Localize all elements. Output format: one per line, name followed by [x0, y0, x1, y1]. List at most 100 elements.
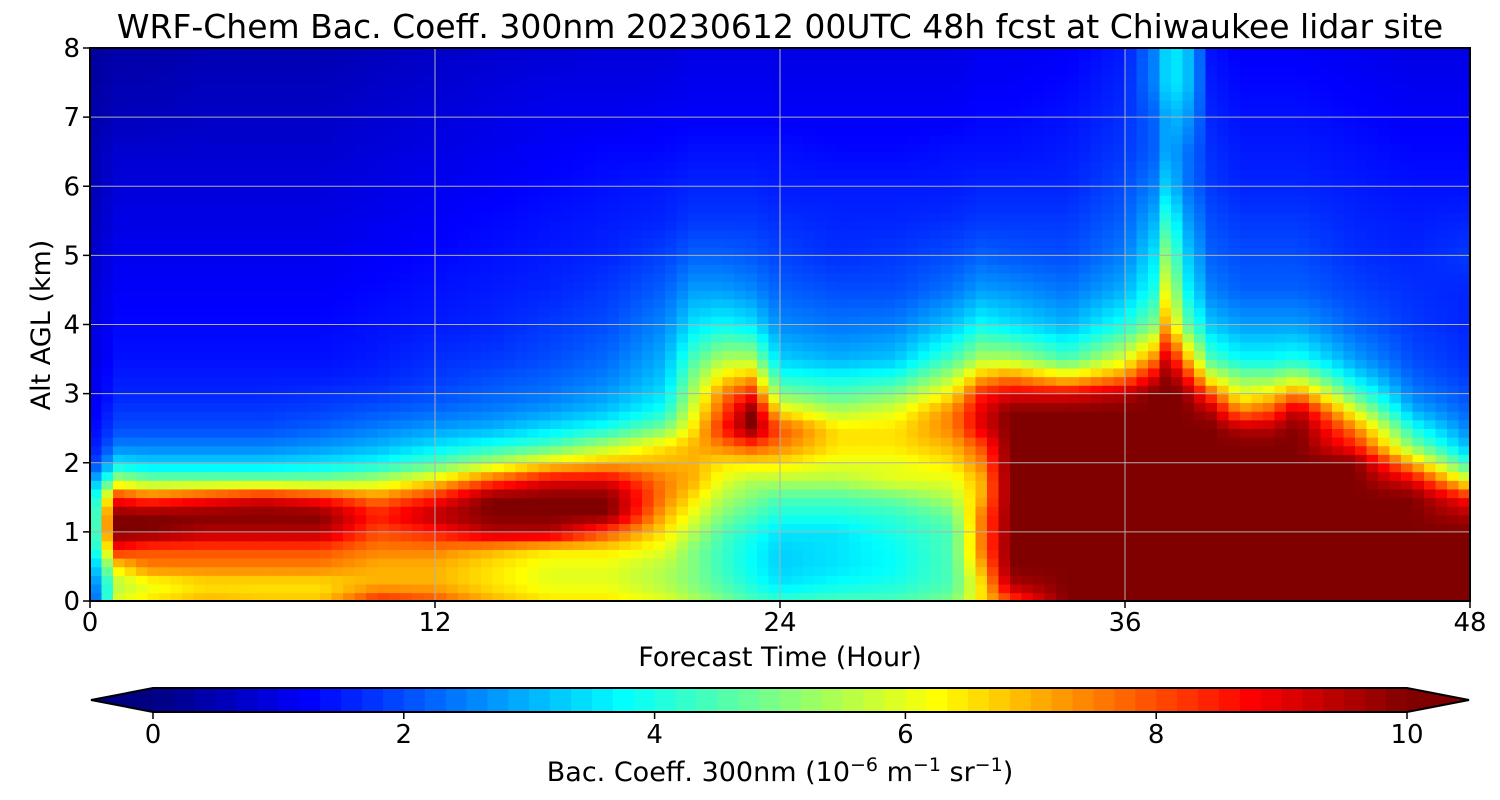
heatmap-cell [780, 289, 793, 300]
heatmap-cell [1378, 428, 1391, 438]
heatmap-cell [1240, 393, 1253, 404]
heatmap-cell [826, 376, 839, 386]
heatmap-cell [1251, 315, 1264, 326]
heatmap-cell [113, 238, 126, 248]
heatmap-cell [918, 540, 931, 550]
heatmap-cell [435, 505, 448, 516]
heatmap-cell [1309, 480, 1322, 490]
heatmap-cell [584, 315, 597, 326]
heatmap-cell [1274, 428, 1287, 438]
heatmap-cell [987, 523, 1000, 533]
heatmap-cell [1389, 341, 1402, 352]
heatmap-cell [377, 333, 390, 343]
heatmap-cell [952, 549, 965, 559]
heatmap-cell [343, 566, 356, 576]
heatmap-cell [446, 454, 459, 464]
heatmap-cell [1033, 445, 1046, 455]
heatmap-cell [1090, 333, 1103, 343]
heatmap-cell [308, 359, 321, 369]
heatmap-cell [308, 592, 321, 601]
heatmap-cell [1366, 281, 1379, 291]
heatmap-cell [1217, 246, 1230, 257]
heatmap-cell [895, 246, 908, 257]
heatmap-cell [837, 505, 850, 516]
heatmap-cell [941, 384, 954, 395]
heatmap-cell [90, 410, 103, 421]
heatmap-cell [1251, 583, 1264, 594]
heatmap-cell [343, 281, 356, 291]
heatmap-cell [538, 549, 551, 559]
heatmap-cell [642, 454, 655, 464]
heatmap-cell [274, 384, 287, 395]
heatmap-cell [124, 341, 137, 352]
heatmap-cell [550, 410, 563, 421]
heatmap-cell [1182, 531, 1195, 542]
heatmap-cell [872, 445, 885, 455]
heatmap-cells [90, 48, 1470, 601]
heatmap-cell [1274, 384, 1287, 395]
heatmap-cell [676, 436, 689, 447]
heatmap-cell [1079, 480, 1092, 490]
heatmap-cell [1044, 255, 1057, 265]
heatmap-cell [906, 462, 919, 473]
heatmap-cell [1102, 445, 1115, 455]
heatmap-cell [400, 367, 413, 378]
heatmap-cell [561, 436, 574, 447]
heatmap-cell [1251, 324, 1264, 334]
heatmap-cell [573, 272, 586, 283]
heatmap-cell [1067, 255, 1080, 265]
heatmap-cell [1263, 471, 1276, 481]
heatmap-cell [331, 471, 344, 481]
heatmap-cell [193, 549, 206, 559]
heatmap-cell [561, 255, 574, 265]
heatmap-cell [458, 583, 471, 594]
heatmap-cell [1194, 557, 1207, 568]
heatmap-cell [596, 505, 609, 516]
heatmap-cell [538, 514, 551, 525]
heatmap-cell [262, 497, 275, 507]
heatmap-cell [550, 505, 563, 516]
heatmap-cell [688, 410, 701, 421]
heatmap-cell [837, 592, 850, 601]
heatmap-cell [170, 307, 183, 317]
heatmap-cell [492, 307, 505, 317]
heatmap-cell [550, 419, 563, 429]
heatmap-cell [860, 367, 873, 378]
heatmap-cell [1033, 376, 1046, 386]
heatmap-cell [492, 505, 505, 516]
heatmap-cell [492, 264, 505, 274]
heatmap-cell [400, 324, 413, 334]
heatmap-cell [653, 557, 666, 568]
heatmap-cell [423, 410, 436, 421]
heatmap-cell [987, 436, 1000, 447]
heatmap-cell [366, 531, 379, 542]
heatmap-cell [297, 298, 310, 309]
heatmap-cell [860, 523, 873, 533]
heatmap-cell [1033, 341, 1046, 352]
heatmap-cell [320, 281, 333, 291]
heatmap-cell [975, 298, 988, 309]
heatmap-cell [538, 557, 551, 568]
heatmap-cell [262, 264, 275, 274]
heatmap-cell [308, 333, 321, 343]
heatmap-cell [193, 575, 206, 585]
heatmap-cell [331, 410, 344, 421]
heatmap-cell [1194, 505, 1207, 516]
heatmap-cell [412, 480, 425, 490]
heatmap-cell [987, 393, 1000, 404]
heatmap-cell [182, 264, 195, 274]
heatmap-cell [929, 359, 942, 369]
heatmap-cell [711, 367, 724, 378]
heatmap-cell [1355, 514, 1368, 525]
heatmap-cell [619, 238, 632, 248]
heatmap-cell [1090, 281, 1103, 291]
heatmap-cell [1435, 497, 1448, 507]
heatmap-cell [561, 549, 574, 559]
heatmap-cell [285, 488, 298, 499]
heatmap-cell [1378, 540, 1391, 550]
heatmap-cell [1113, 264, 1126, 274]
heatmap-cell [389, 523, 402, 533]
heatmap-cell [688, 246, 701, 257]
heatmap-cell [1389, 540, 1402, 550]
heatmap-cell [1274, 514, 1287, 525]
